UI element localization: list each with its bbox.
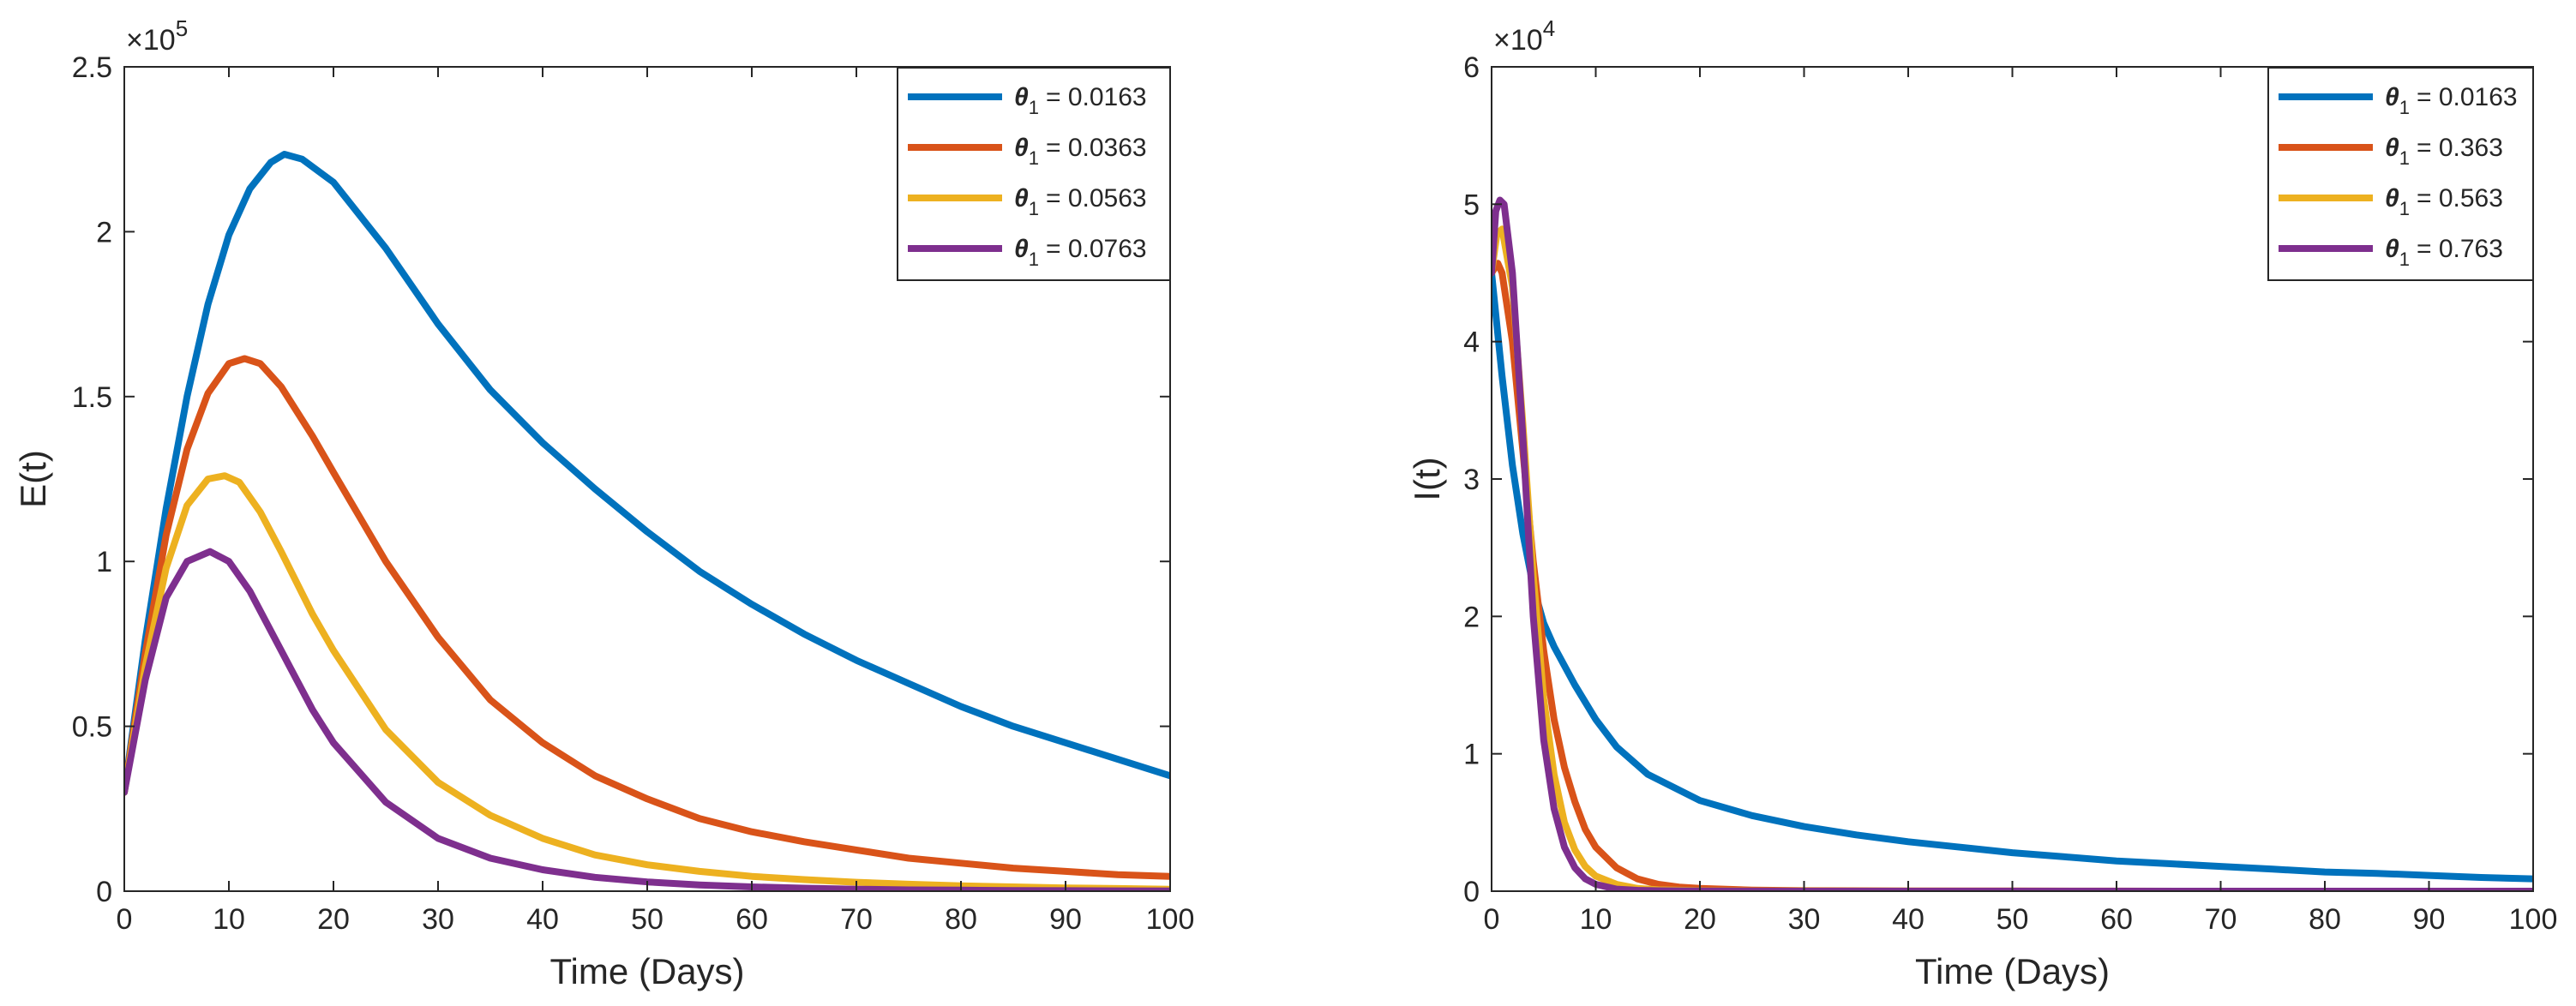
legend-subscript: 1 bbox=[1029, 97, 1039, 118]
y-exponent-power: 5 bbox=[176, 15, 188, 41]
x-axis-title: Time (Days) bbox=[1915, 951, 2110, 991]
x-tick-label: 30 bbox=[422, 903, 454, 936]
series-line-3 bbox=[124, 472, 1170, 891]
legend-entry-4: θ1 = 0.0763 bbox=[1014, 235, 1147, 270]
y-tick-label: 2 bbox=[1463, 601, 1480, 633]
y-tick-label: 5 bbox=[1463, 189, 1480, 221]
legend-value: = 0.0363 bbox=[1046, 134, 1147, 162]
series-line-2 bbox=[124, 355, 1170, 880]
x-tick-label: 50 bbox=[1997, 903, 2029, 936]
x-tick-label: 100 bbox=[2509, 903, 2558, 936]
y-tick-label: 2 bbox=[96, 216, 112, 249]
legend-value: = 0.563 bbox=[2417, 184, 2503, 213]
legend-subscript: 1 bbox=[2399, 198, 2410, 219]
series-line-3 bbox=[1492, 225, 2533, 891]
legend-value: = 0.363 bbox=[2417, 134, 2503, 162]
y-exponent-label: ×105 bbox=[126, 15, 188, 57]
x-tick-label: 90 bbox=[1049, 903, 1082, 936]
series-group bbox=[1492, 196, 2533, 891]
x-tick-label: 10 bbox=[213, 903, 245, 936]
legend-theta: θ bbox=[1014, 134, 1029, 162]
legend-subscript: 1 bbox=[1029, 198, 1039, 219]
legend-value: = 0.0563 bbox=[1046, 184, 1147, 213]
x-tick-label: 60 bbox=[2100, 903, 2133, 936]
y-tick-label: 6 bbox=[1463, 51, 1480, 84]
y-axis-title: I(t) bbox=[1407, 457, 1447, 500]
x-tick-label: 40 bbox=[1892, 903, 1924, 936]
x-tick-label: 0 bbox=[117, 903, 133, 936]
legend-subscript: 1 bbox=[2399, 97, 2410, 118]
x-tick-label: 80 bbox=[945, 903, 977, 936]
x-tick-label: 0 bbox=[1484, 903, 1500, 936]
series-line-2 bbox=[1492, 260, 2533, 891]
legend-subscript: 1 bbox=[1029, 147, 1039, 169]
x-tick-label: 20 bbox=[317, 903, 350, 936]
y-exponent-base: ×10 bbox=[1493, 24, 1543, 57]
y-tick-label: 0 bbox=[96, 876, 112, 908]
x-tick-label: 90 bbox=[2413, 903, 2446, 936]
x-tick-label: 100 bbox=[1146, 903, 1195, 936]
x-tick-label: 30 bbox=[1788, 903, 1821, 936]
legend-entry-2: θ1 = 0.363 bbox=[2385, 134, 2503, 169]
series-line-4 bbox=[124, 548, 1170, 891]
x-tick-label: 10 bbox=[1580, 903, 1612, 936]
legend-entry-3: θ1 = 0.0563 bbox=[1014, 184, 1147, 219]
y-tick-label: 0 bbox=[1463, 876, 1480, 908]
legend-subscript: 1 bbox=[1029, 249, 1039, 270]
legend-value: = 0.0763 bbox=[1046, 235, 1147, 263]
legend-theta: θ bbox=[1014, 184, 1029, 213]
y-exponent-power: 4 bbox=[1543, 15, 1555, 41]
legend-entry-1: θ1 = 0.0163 bbox=[2385, 83, 2518, 118]
y-tick-label: 4 bbox=[1463, 326, 1480, 359]
legend-value: = 0.763 bbox=[2417, 235, 2503, 263]
legend-theta: θ bbox=[1014, 235, 1029, 263]
legend-subscript: 1 bbox=[2399, 147, 2410, 169]
legend-subscript: 1 bbox=[2399, 249, 2410, 270]
chart-panel-1: 0 10 20 30 40 50 60 70 80 90 100 0 0.5 1 1.5 2 2.5 ×105 Ti… bbox=[13, 15, 1194, 991]
x-tick-label: 20 bbox=[1684, 903, 1716, 936]
series-group bbox=[124, 151, 1170, 891]
legend-theta: θ bbox=[2385, 83, 2399, 111]
y-tick-label: 2.5 bbox=[72, 51, 112, 84]
series-line-1 bbox=[124, 151, 1170, 796]
legend-value: = 0.0163 bbox=[2417, 83, 2518, 111]
x-tick-label: 60 bbox=[736, 903, 768, 936]
x-tick-label: 70 bbox=[840, 903, 873, 936]
x-tick-label: 70 bbox=[2205, 903, 2237, 936]
legend-value: = 0.0163 bbox=[1046, 83, 1147, 111]
x-tick-label: 40 bbox=[526, 903, 559, 936]
legend-entry-1: θ1 = 0.0163 bbox=[1014, 83, 1147, 118]
series-line-4 bbox=[1492, 196, 2533, 891]
legend-theta: θ bbox=[2385, 235, 2399, 263]
y-tick-label: 0.5 bbox=[72, 711, 112, 744]
legend-entry-2: θ1 = 0.0363 bbox=[1014, 134, 1147, 169]
y-exponent-label: ×104 bbox=[1493, 15, 1555, 57]
legend-theta: θ bbox=[2385, 184, 2399, 213]
x-tick-label: 50 bbox=[631, 903, 664, 936]
series-line-1 bbox=[1492, 269, 2533, 883]
x-axis-title: Time (Days) bbox=[549, 951, 744, 991]
y-tick-label: 3 bbox=[1463, 464, 1480, 496]
legend-box bbox=[2267, 67, 2534, 281]
y-tick-label: 1 bbox=[1463, 739, 1480, 771]
legend-theta: θ bbox=[1014, 83, 1029, 111]
legend-entry-4: θ1 = 0.763 bbox=[2385, 235, 2503, 270]
x-tick-label: 80 bbox=[2309, 903, 2341, 936]
y-exponent-base: ×10 bbox=[126, 24, 176, 57]
legend-entry-3: θ1 = 0.563 bbox=[2385, 184, 2503, 219]
legend-box bbox=[897, 67, 1171, 281]
y-tick-label: 1 bbox=[96, 546, 112, 578]
legend-theta: θ bbox=[2385, 134, 2399, 162]
y-tick-label: 1.5 bbox=[72, 381, 112, 414]
y-axis-title: E(t) bbox=[13, 450, 53, 508]
